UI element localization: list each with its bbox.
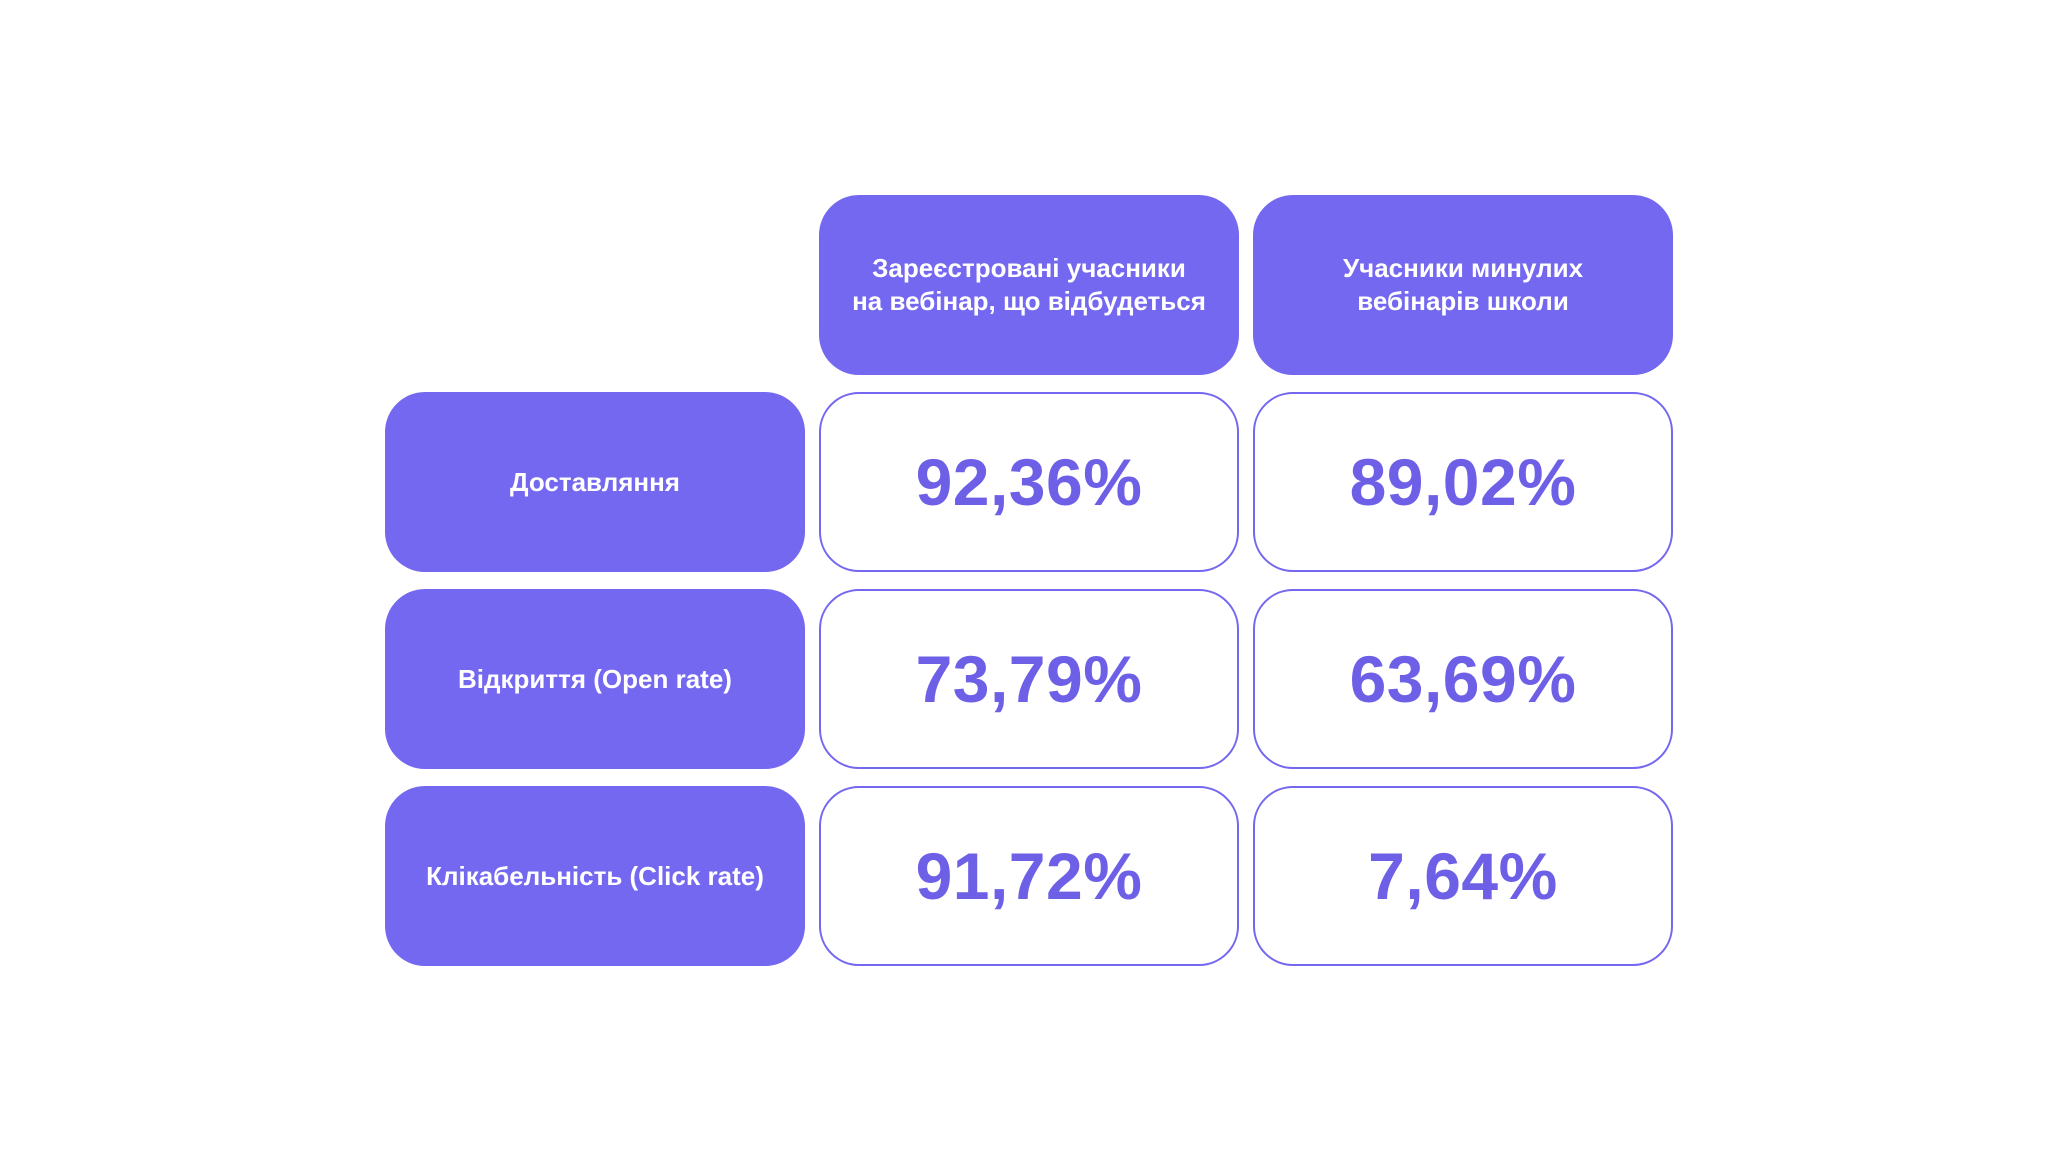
metrics-table: Зареєстровані учасники на вебінар, що ві… bbox=[385, 195, 1673, 966]
row-header-click-rate: Клікабельність (Click rate) bbox=[385, 786, 805, 966]
value-cell: 73,79% bbox=[819, 589, 1239, 769]
value-text: 89,02% bbox=[1349, 445, 1577, 519]
value-cell: 92,36% bbox=[819, 392, 1239, 572]
value-text: 92,36% bbox=[915, 445, 1143, 519]
value-text: 7,64% bbox=[1368, 839, 1558, 913]
row-header-label: Клікабельність (Click rate) bbox=[426, 860, 764, 891]
row-header-label: Відкриття (Open rate) bbox=[458, 663, 732, 694]
row-header-label: Доставляння bbox=[510, 466, 680, 497]
column-header-label: Учасники минулих вебінарів школи bbox=[1342, 253, 1584, 316]
column-header-label: Зареєстровані учасники на вебінар, що ві… bbox=[852, 253, 1206, 316]
value-cell: 63,69% bbox=[1253, 589, 1673, 769]
column-header-registered: Зареєстровані учасники на вебінар, що ві… bbox=[819, 195, 1239, 375]
value-text: 91,72% bbox=[915, 839, 1143, 913]
column-header-past: Учасники минулих вебінарів школи bbox=[1253, 195, 1673, 375]
table-corner bbox=[385, 195, 805, 375]
row-header-open-rate: Відкриття (Open rate) bbox=[385, 589, 805, 769]
value-cell: 7,64% bbox=[1253, 786, 1673, 966]
value-cell: 89,02% bbox=[1253, 392, 1673, 572]
value-text: 73,79% bbox=[915, 642, 1143, 716]
value-text: 63,69% bbox=[1349, 642, 1577, 716]
row-header-delivery: Доставляння bbox=[385, 392, 805, 572]
value-cell: 91,72% bbox=[819, 786, 1239, 966]
